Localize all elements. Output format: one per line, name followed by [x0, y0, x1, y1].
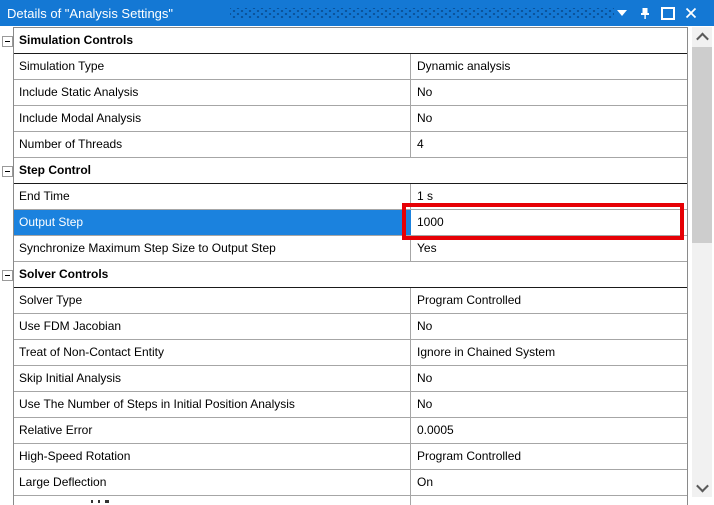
property-value[interactable]: 0.0005 — [417, 423, 454, 437]
table-row-clipped[interactable] — [14, 496, 687, 505]
pin-icon[interactable] — [638, 6, 652, 20]
table-row[interactable]: Skip Initial Analysis No — [14, 366, 687, 392]
property-label[interactable]: Simulation Type — [14, 54, 411, 79]
collapse-toggle-solver-controls[interactable] — [2, 270, 13, 281]
property-value[interactable]: No — [417, 85, 433, 99]
property-value-output-step[interactable]: 1000 — [417, 215, 444, 229]
section-header-row: Simulation Controls — [14, 28, 687, 54]
chevron-up-icon — [695, 32, 709, 45]
property-label — [14, 496, 411, 505]
table-row-selected[interactable]: Output Step 1000 — [14, 210, 687, 236]
section-header: Step Control — [19, 163, 91, 177]
table-row[interactable]: Number of Threads 4 — [14, 132, 687, 158]
property-value[interactable]: No — [417, 371, 433, 385]
table-row[interactable]: Synchronize Maximum Step Size to Output … — [14, 236, 687, 262]
property-value[interactable]: No — [417, 319, 433, 333]
table-row[interactable]: High-Speed Rotation Program Controlled — [14, 444, 687, 470]
section-header: Simulation Controls — [19, 33, 133, 47]
property-label[interactable]: Number of Threads — [14, 132, 411, 157]
section-header-row: Solver Controls — [14, 262, 687, 288]
table-row[interactable]: Use The Number of Steps in Initial Posit… — [14, 392, 687, 418]
property-value[interactable]: 1 s — [417, 189, 434, 203]
table-row[interactable]: Relative Error 0.0005 — [14, 418, 687, 444]
table-row[interactable]: Solver Type Program Controlled — [14, 288, 687, 314]
collapse-toggle-step-control[interactable] — [2, 166, 13, 177]
property-value[interactable]: Ignore in Chained System — [417, 345, 556, 359]
property-label[interactable]: Output Step — [14, 210, 411, 235]
dropdown-caret-icon[interactable] — [615, 6, 629, 20]
table-row[interactable]: Large Deflection On — [14, 470, 687, 496]
scroll-down-button[interactable] — [692, 477, 712, 497]
scroll-up-button[interactable] — [692, 27, 712, 47]
property-value[interactable]: Program Controlled — [417, 293, 522, 307]
property-label[interactable]: Large Deflection — [14, 470, 411, 495]
table-row[interactable]: Include Static Analysis No — [14, 80, 687, 106]
property-value — [411, 496, 687, 505]
maximize-icon[interactable] — [661, 6, 675, 20]
property-value[interactable]: Dynamic analysis — [417, 59, 511, 73]
property-label[interactable]: Use The Number of Steps in Initial Posit… — [14, 392, 411, 417]
property-value[interactable]: On — [417, 475, 434, 489]
property-label[interactable]: Solver Type — [14, 288, 411, 313]
titlebar-grip-texture — [230, 8, 614, 19]
property-label[interactable]: Include Static Analysis — [14, 80, 411, 105]
property-label[interactable]: Include Modal Analysis — [14, 106, 411, 131]
clipped-text-fragment — [91, 500, 109, 503]
property-value[interactable]: No — [417, 397, 433, 411]
section-header: Solver Controls — [19, 267, 109, 281]
property-label[interactable]: Synchronize Maximum Step Size to Output … — [14, 236, 411, 261]
property-value[interactable]: Program Controlled — [417, 449, 522, 463]
properties-table: Simulation Controls Simulation Type Dyna… — [13, 27, 688, 505]
close-icon[interactable] — [684, 6, 698, 20]
table-row[interactable]: Simulation Type Dynamic analysis — [14, 54, 687, 80]
property-value[interactable]: 4 — [417, 137, 424, 151]
table-row[interactable]: Treat of Non-Contact Entity Ignore in Ch… — [14, 340, 687, 366]
table-row[interactable]: Use FDM Jacobian No — [14, 314, 687, 340]
scrollbar-thumb[interactable] — [692, 47, 712, 243]
table-row[interactable]: Include Modal Analysis No — [14, 106, 687, 132]
collapse-toggle-simulation-controls[interactable] — [2, 36, 13, 47]
property-label[interactable]: End Time — [14, 184, 411, 209]
pane-title: Details of "Analysis Settings" — [7, 5, 174, 21]
property-label[interactable]: Relative Error — [14, 418, 411, 443]
property-label[interactable]: Skip Initial Analysis — [14, 366, 411, 391]
vertical-scrollbar[interactable] — [692, 27, 712, 497]
property-label[interactable]: High-Speed Rotation — [14, 444, 411, 469]
property-label[interactable]: Use FDM Jacobian — [14, 314, 411, 339]
titlebar[interactable]: Details of "Analysis Settings" — [0, 0, 714, 26]
property-label[interactable]: Treat of Non-Contact Entity — [14, 340, 411, 365]
section-header-row: Step Control — [14, 158, 687, 184]
property-value[interactable]: Yes — [417, 241, 437, 255]
table-row[interactable]: End Time 1 s — [14, 184, 687, 210]
titlebar-buttons — [615, 0, 698, 26]
property-value[interactable]: No — [417, 111, 433, 125]
chevron-down-icon — [695, 479, 709, 492]
